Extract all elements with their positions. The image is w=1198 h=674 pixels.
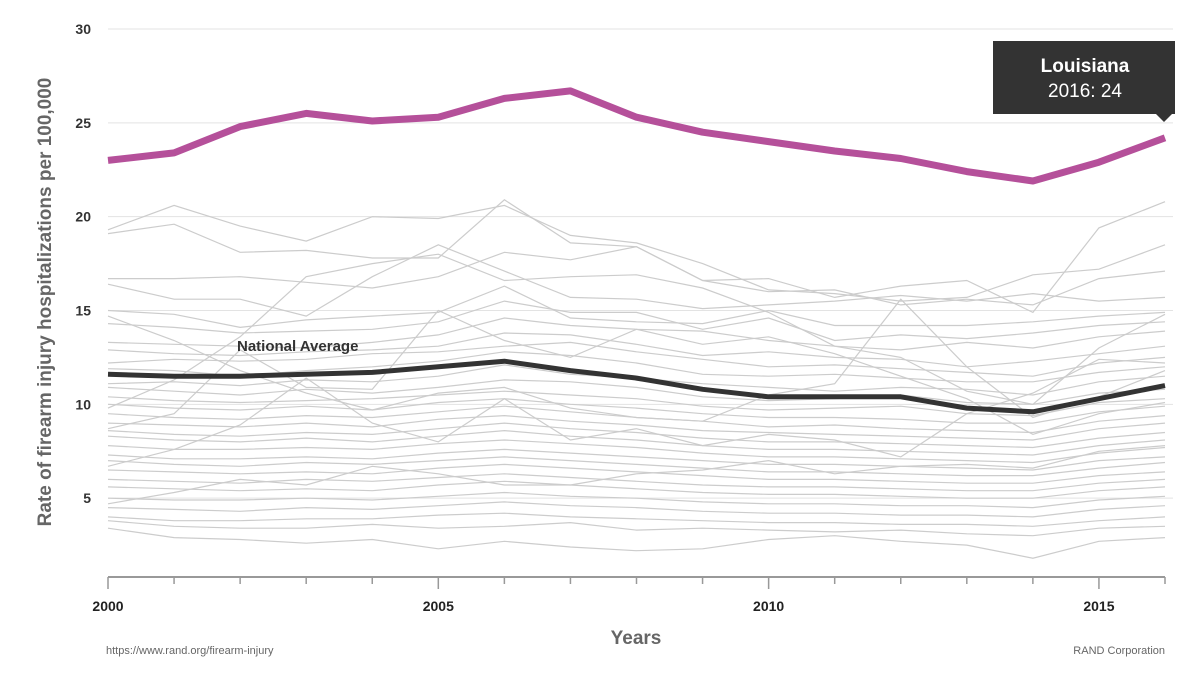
state-series-line[interactable] — [107, 501, 1166, 518]
state-series-line[interactable] — [107, 398, 1166, 424]
y-axis-ticks: 5 10 15 20 25 30 — [75, 21, 91, 506]
y-tick-label: 25 — [75, 115, 91, 131]
y-tick-label: 10 — [75, 396, 91, 412]
state-series-line[interactable] — [107, 300, 1166, 342]
state-series-line[interactable] — [107, 298, 1166, 422]
x-tick-label: 2010 — [753, 598, 784, 614]
state-series-line[interactable] — [107, 473, 1166, 492]
state-series-line[interactable] — [107, 491, 1166, 509]
x-axis-title: Years — [611, 628, 662, 649]
national-average-label: National Average — [237, 338, 358, 355]
state-series-line[interactable] — [107, 527, 1166, 559]
y-axis-title: Rate of firearm injury hospitalizations … — [35, 78, 56, 527]
state-series-line[interactable] — [107, 445, 1166, 505]
state-series-line[interactable] — [107, 520, 1166, 537]
state-series-line[interactable] — [107, 309, 1166, 436]
tooltip-value: 2016: 24 — [1048, 81, 1122, 102]
y-tick-label: 30 — [75, 21, 91, 37]
state-series-line[interactable] — [107, 448, 1166, 471]
x-tick-label: 2000 — [92, 598, 123, 614]
x-tick-label: 2015 — [1083, 598, 1114, 614]
y-tick-label: 15 — [75, 303, 91, 319]
y-tick-label: 5 — [83, 490, 91, 506]
state-series-line[interactable] — [107, 253, 1166, 409]
x-axis: 2000 2005 2010 2015 — [92, 576, 1166, 614]
state-series-line[interactable] — [107, 429, 1166, 456]
state-series-line[interactable] — [108, 246, 1166, 306]
x-tick-label: 2005 — [423, 598, 454, 614]
state-series-line[interactable] — [107, 379, 1166, 405]
state-series-line[interactable] — [107, 480, 1166, 499]
tooltip-title: Louisiana — [1041, 56, 1130, 77]
state-series-line[interactable] — [107, 285, 1166, 329]
state-series-line[interactable] — [107, 204, 1166, 302]
state-series-line[interactable] — [107, 332, 1166, 368]
state-series-line[interactable] — [107, 456, 1166, 477]
y-tick-label: 20 — [75, 209, 91, 225]
state-series-line[interactable] — [107, 244, 1166, 317]
state-series-line[interactable] — [107, 512, 1166, 527]
national-average-line[interactable] — [107, 358, 1166, 415]
state-series-line[interactable] — [107, 422, 1166, 449]
state-series-line[interactable] — [107, 341, 1166, 377]
tooltip: Louisiana 2016: 24 — [993, 41, 1175, 122]
state-series-line[interactable] — [107, 390, 1166, 417]
state-series-line[interactable] — [107, 463, 1166, 484]
state-series-line[interactable] — [107, 439, 1166, 464]
source-url[interactable]: https://www.rand.org/firearm-injury — [106, 645, 274, 657]
credit: RAND Corporation — [1073, 645, 1165, 657]
state-series-line[interactable] — [107, 414, 1166, 441]
tooltip-box — [993, 41, 1175, 122]
highlighted-series[interactable] — [107, 87, 1167, 415]
louisiana-line[interactable] — [107, 87, 1167, 185]
